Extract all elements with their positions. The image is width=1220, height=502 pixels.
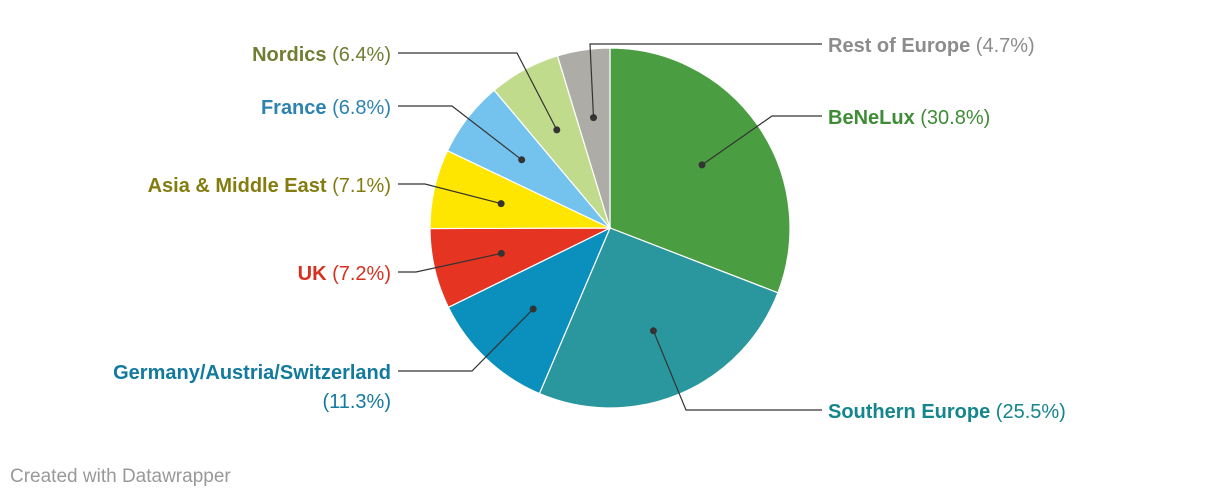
slice-label-value: (30.8%)	[915, 107, 991, 129]
slice-label-name: UK	[298, 263, 327, 285]
pie-slice-rest-of-europe	[556, 47, 611, 229]
leader-dot	[698, 161, 706, 169]
slice-label: Nordics (6.4%)	[252, 44, 391, 66]
leader-dot	[529, 305, 537, 313]
slice-labels: BeNeLux (30.8%) Southern Europe (25.5%) Ge…	[113, 35, 1066, 423]
leader-dot	[553, 126, 561, 134]
slice-label: France (6.8%)	[261, 97, 391, 119]
slice-label-name: BeNeLux	[828, 107, 915, 129]
slice-label-value: (7.1%)	[327, 175, 391, 197]
slice-label-name: France	[261, 97, 327, 119]
leader-dot	[590, 114, 597, 122]
leader-line	[398, 308, 534, 372]
slice-label-value: (4.7%)	[970, 35, 1034, 57]
slice-label: Asia & Middle East (7.1%)	[148, 175, 391, 197]
slice-label-value: (11.3%)	[322, 391, 391, 413]
leader-dot	[497, 249, 505, 257]
pie-slice-germany-austria-switzerland	[447, 226, 612, 395]
slice-label-name: Nordics	[252, 44, 326, 66]
slice-label-value: (7.2%)	[327, 263, 391, 285]
leader-line	[398, 252, 502, 273]
slice-label-value: (6.4%)	[327, 44, 391, 66]
leader-line	[652, 330, 822, 411]
pie-slices	[429, 47, 791, 409]
slice-label-name: Asia & Middle East	[148, 175, 327, 197]
slice-label: BeNeLux (30.8%)	[828, 107, 990, 129]
slice-label-value: (25.5%)	[990, 401, 1066, 423]
slice-label-name: Rest of Europe	[828, 35, 970, 57]
slice-label: UK (7.2%)	[298, 263, 391, 285]
leader-dot	[649, 327, 657, 335]
leader-lines	[398, 43, 822, 411]
leader-line	[398, 52, 558, 131]
credit-text: Created with Datawrapper	[10, 466, 231, 487]
leader-line	[589, 43, 822, 118]
leader-dot	[518, 156, 526, 164]
slice-label: Germany/Austria/Switzerland	[113, 362, 391, 384]
leader-line	[398, 105, 523, 161]
slice-label: Rest of Europe (4.7%)	[828, 35, 1035, 57]
leader-dot	[497, 200, 505, 208]
pie-slice-southern-europe	[538, 227, 779, 409]
slice-label: Southern Europe (25.5%)	[828, 401, 1066, 423]
slice-label-name: Southern Europe	[828, 401, 990, 423]
slice-label-value: (6.8%)	[327, 97, 391, 119]
leader-line	[398, 183, 502, 205]
slice-label-name: Germany/Austria/Switzerland	[113, 362, 391, 384]
leader-line	[701, 115, 822, 166]
